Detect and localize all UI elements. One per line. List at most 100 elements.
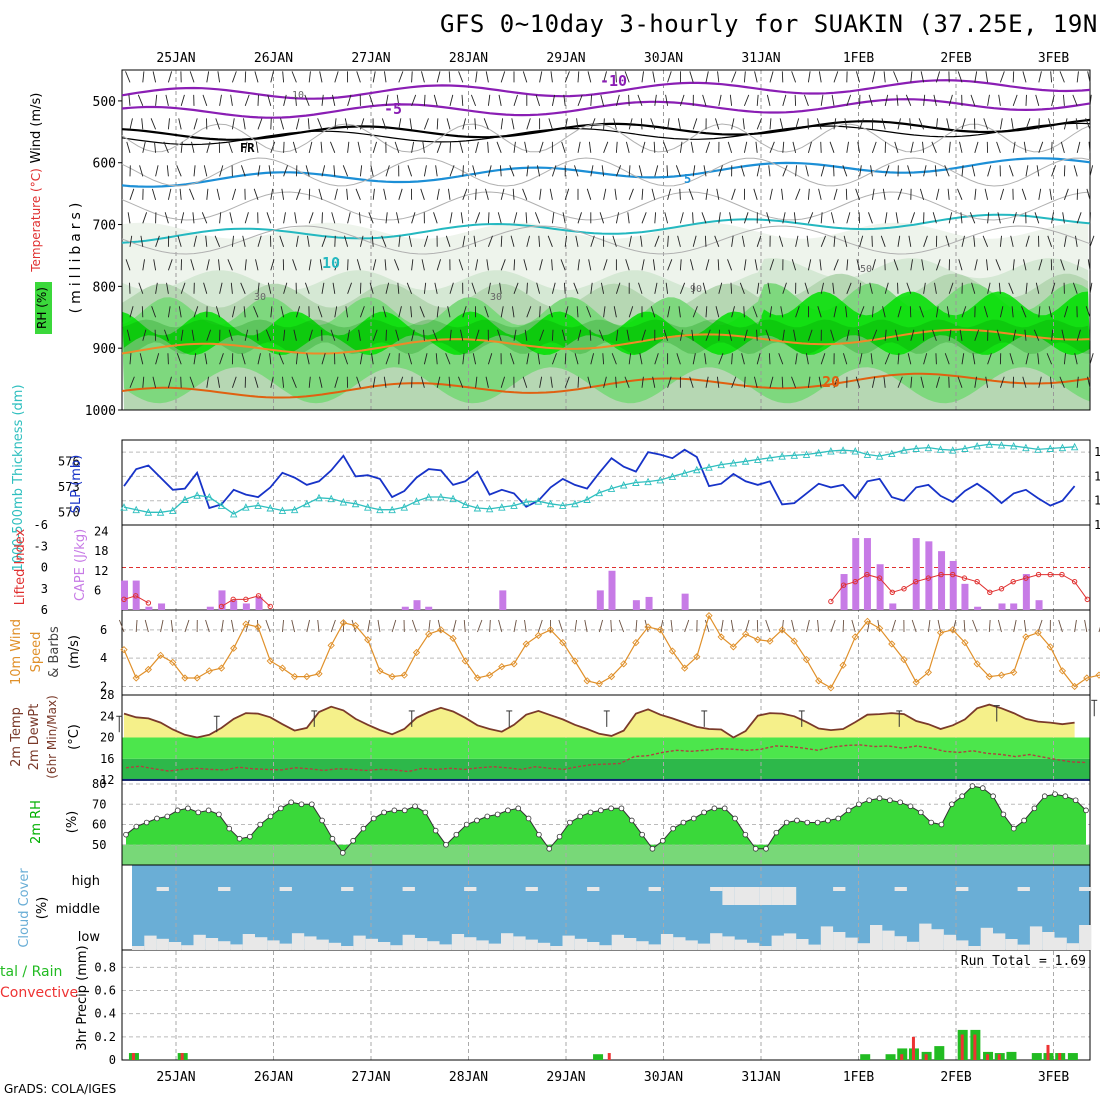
wind-barb: [308, 141, 313, 153]
wind-barb: [820, 235, 826, 247]
wind-barb: [705, 188, 709, 200]
wind-barb: [219, 212, 222, 224]
credit-text: GrADS: COLA/IGES: [4, 1082, 117, 1096]
wind-barb: [241, 353, 246, 365]
wind-barb: [819, 259, 822, 271]
wind-barb: [615, 212, 620, 224]
wind10-point: [571, 657, 579, 665]
rh2m-point: [350, 837, 356, 844]
thickness-point: [1070, 442, 1079, 451]
rh2m-point: [1083, 807, 1089, 814]
wind-barb: [449, 141, 452, 153]
wind-barb: [884, 165, 890, 177]
rh2m-point: [546, 846, 553, 852]
wind10-barb: [452, 619, 457, 633]
wind-barb: [436, 259, 442, 271]
wind-barb: [678, 306, 681, 318]
wind10-point: [546, 626, 555, 634]
wind-barb: [818, 71, 822, 83]
wind-barb: [475, 141, 479, 153]
wind-barb: [151, 188, 157, 200]
wind-barb: [613, 118, 617, 130]
wind-barb: [564, 306, 569, 318]
wind-barb: [652, 71, 656, 83]
wind-barb: [154, 141, 157, 153]
precip-conv-bar: [607, 1053, 611, 1060]
date-label-bottom: 30JAN: [644, 1070, 683, 1085]
temp-title-b: 2m DewPt: [27, 704, 42, 771]
rh2m-point: [247, 833, 253, 840]
cape-bar: [974, 606, 982, 610]
cape-bar: [121, 580, 128, 610]
wind-barb: [718, 329, 721, 341]
wind-barb: [342, 165, 349, 177]
wind-barb: [282, 376, 285, 388]
wind-barb: [666, 165, 669, 177]
wind-barb: [679, 212, 684, 224]
wind-barb: [167, 188, 172, 200]
rh2m-point: [195, 809, 202, 816]
wind-barb: [219, 94, 222, 106]
rh2m-point: [1000, 811, 1007, 818]
wind-barb: [255, 141, 259, 153]
wind-barb: [563, 94, 566, 106]
wind-barb: [560, 259, 566, 271]
rh2m-point: [474, 817, 480, 824]
thickness-point: [1022, 443, 1030, 452]
wind-barb: [1012, 259, 1015, 271]
thickness-point: [985, 440, 994, 448]
wind-barb: [449, 212, 453, 224]
thickness-point: [973, 441, 981, 450]
cloud-high-bar: [402, 887, 415, 891]
wind10-barb: [963, 619, 966, 633]
wind-barb: [319, 71, 323, 83]
rh2m-point: [484, 813, 491, 820]
wind-barb: [769, 259, 775, 271]
wind-barb: [769, 306, 773, 318]
wind10-point: [1022, 633, 1030, 641]
thickness-point: [1058, 443, 1067, 452]
thickness-point: [485, 504, 494, 513]
wind-barb: [193, 235, 197, 247]
li-series: [830, 574, 1088, 602]
wind-barb: [331, 212, 336, 224]
wind-barb: [833, 71, 839, 83]
wind10-point: [449, 634, 457, 642]
wind-barb: [628, 235, 632, 247]
wind-barb: [870, 165, 873, 177]
wind-barb: [539, 71, 543, 83]
wind-barb: [910, 141, 914, 153]
wind-barb: [692, 353, 696, 365]
cloud-high-bar: [648, 887, 661, 891]
wind10-point: [705, 612, 713, 620]
wind-barb: [590, 282, 593, 294]
date-label-top: 29JAN: [546, 51, 585, 66]
wind-barb: [833, 118, 837, 130]
contour-label: 10: [322, 254, 340, 272]
wind-barb: [1063, 188, 1069, 200]
wind10-point: [949, 626, 957, 634]
wind-barb: [702, 94, 707, 106]
wind-barb: [717, 71, 720, 83]
wind-barb: [462, 353, 465, 365]
wind-barb: [859, 235, 864, 247]
wind-barb: [436, 71, 441, 83]
wind-barb: [551, 212, 555, 224]
rh2m-point: [298, 801, 305, 808]
wind-barb: [641, 188, 644, 200]
wind-barb: [282, 71, 285, 83]
wind-barb: [231, 188, 237, 200]
wind-barb: [588, 141, 592, 153]
wind-barb: [550, 71, 553, 83]
wind-barb: [244, 259, 247, 271]
wind-barb: [334, 306, 338, 318]
wind10-barb: [489, 619, 491, 633]
wind-barb: [603, 71, 607, 83]
thickness-point: [193, 491, 201, 499]
wind-barb: [166, 165, 169, 177]
li-series: [221, 595, 271, 607]
wind-barb: [423, 235, 429, 247]
wind-barb: [998, 94, 1001, 106]
wind-barb: [730, 282, 733, 294]
wind-barb: [202, 94, 208, 107]
